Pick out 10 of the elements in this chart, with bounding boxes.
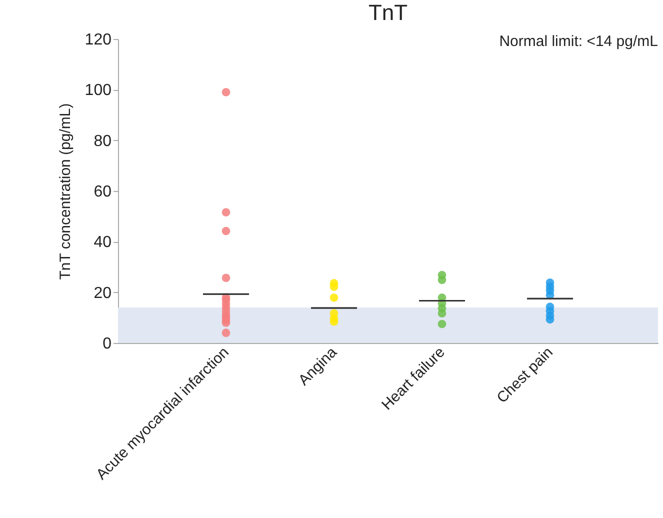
y-tick-label: 20 [94, 284, 112, 302]
chart-title: TnT [368, 0, 408, 25]
annotation: Normal limit: <14 pg/mL [499, 33, 658, 50]
y-tick-label: 100 [84, 82, 112, 100]
y-tick-label: 80 [94, 132, 112, 150]
y-tick-label: 60 [94, 184, 112, 200]
y-tick-label: 40 [94, 234, 112, 252]
y-axis-title: TnT concentration (pg/mL) [56, 103, 74, 280]
y-tick-label: 120 [84, 32, 112, 48]
y-tick-label: 0 [102, 336, 112, 352]
